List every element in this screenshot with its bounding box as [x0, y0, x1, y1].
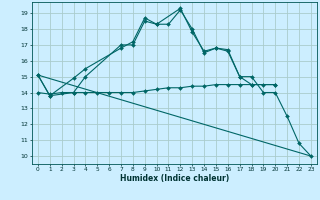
X-axis label: Humidex (Indice chaleur): Humidex (Indice chaleur) [120, 174, 229, 183]
